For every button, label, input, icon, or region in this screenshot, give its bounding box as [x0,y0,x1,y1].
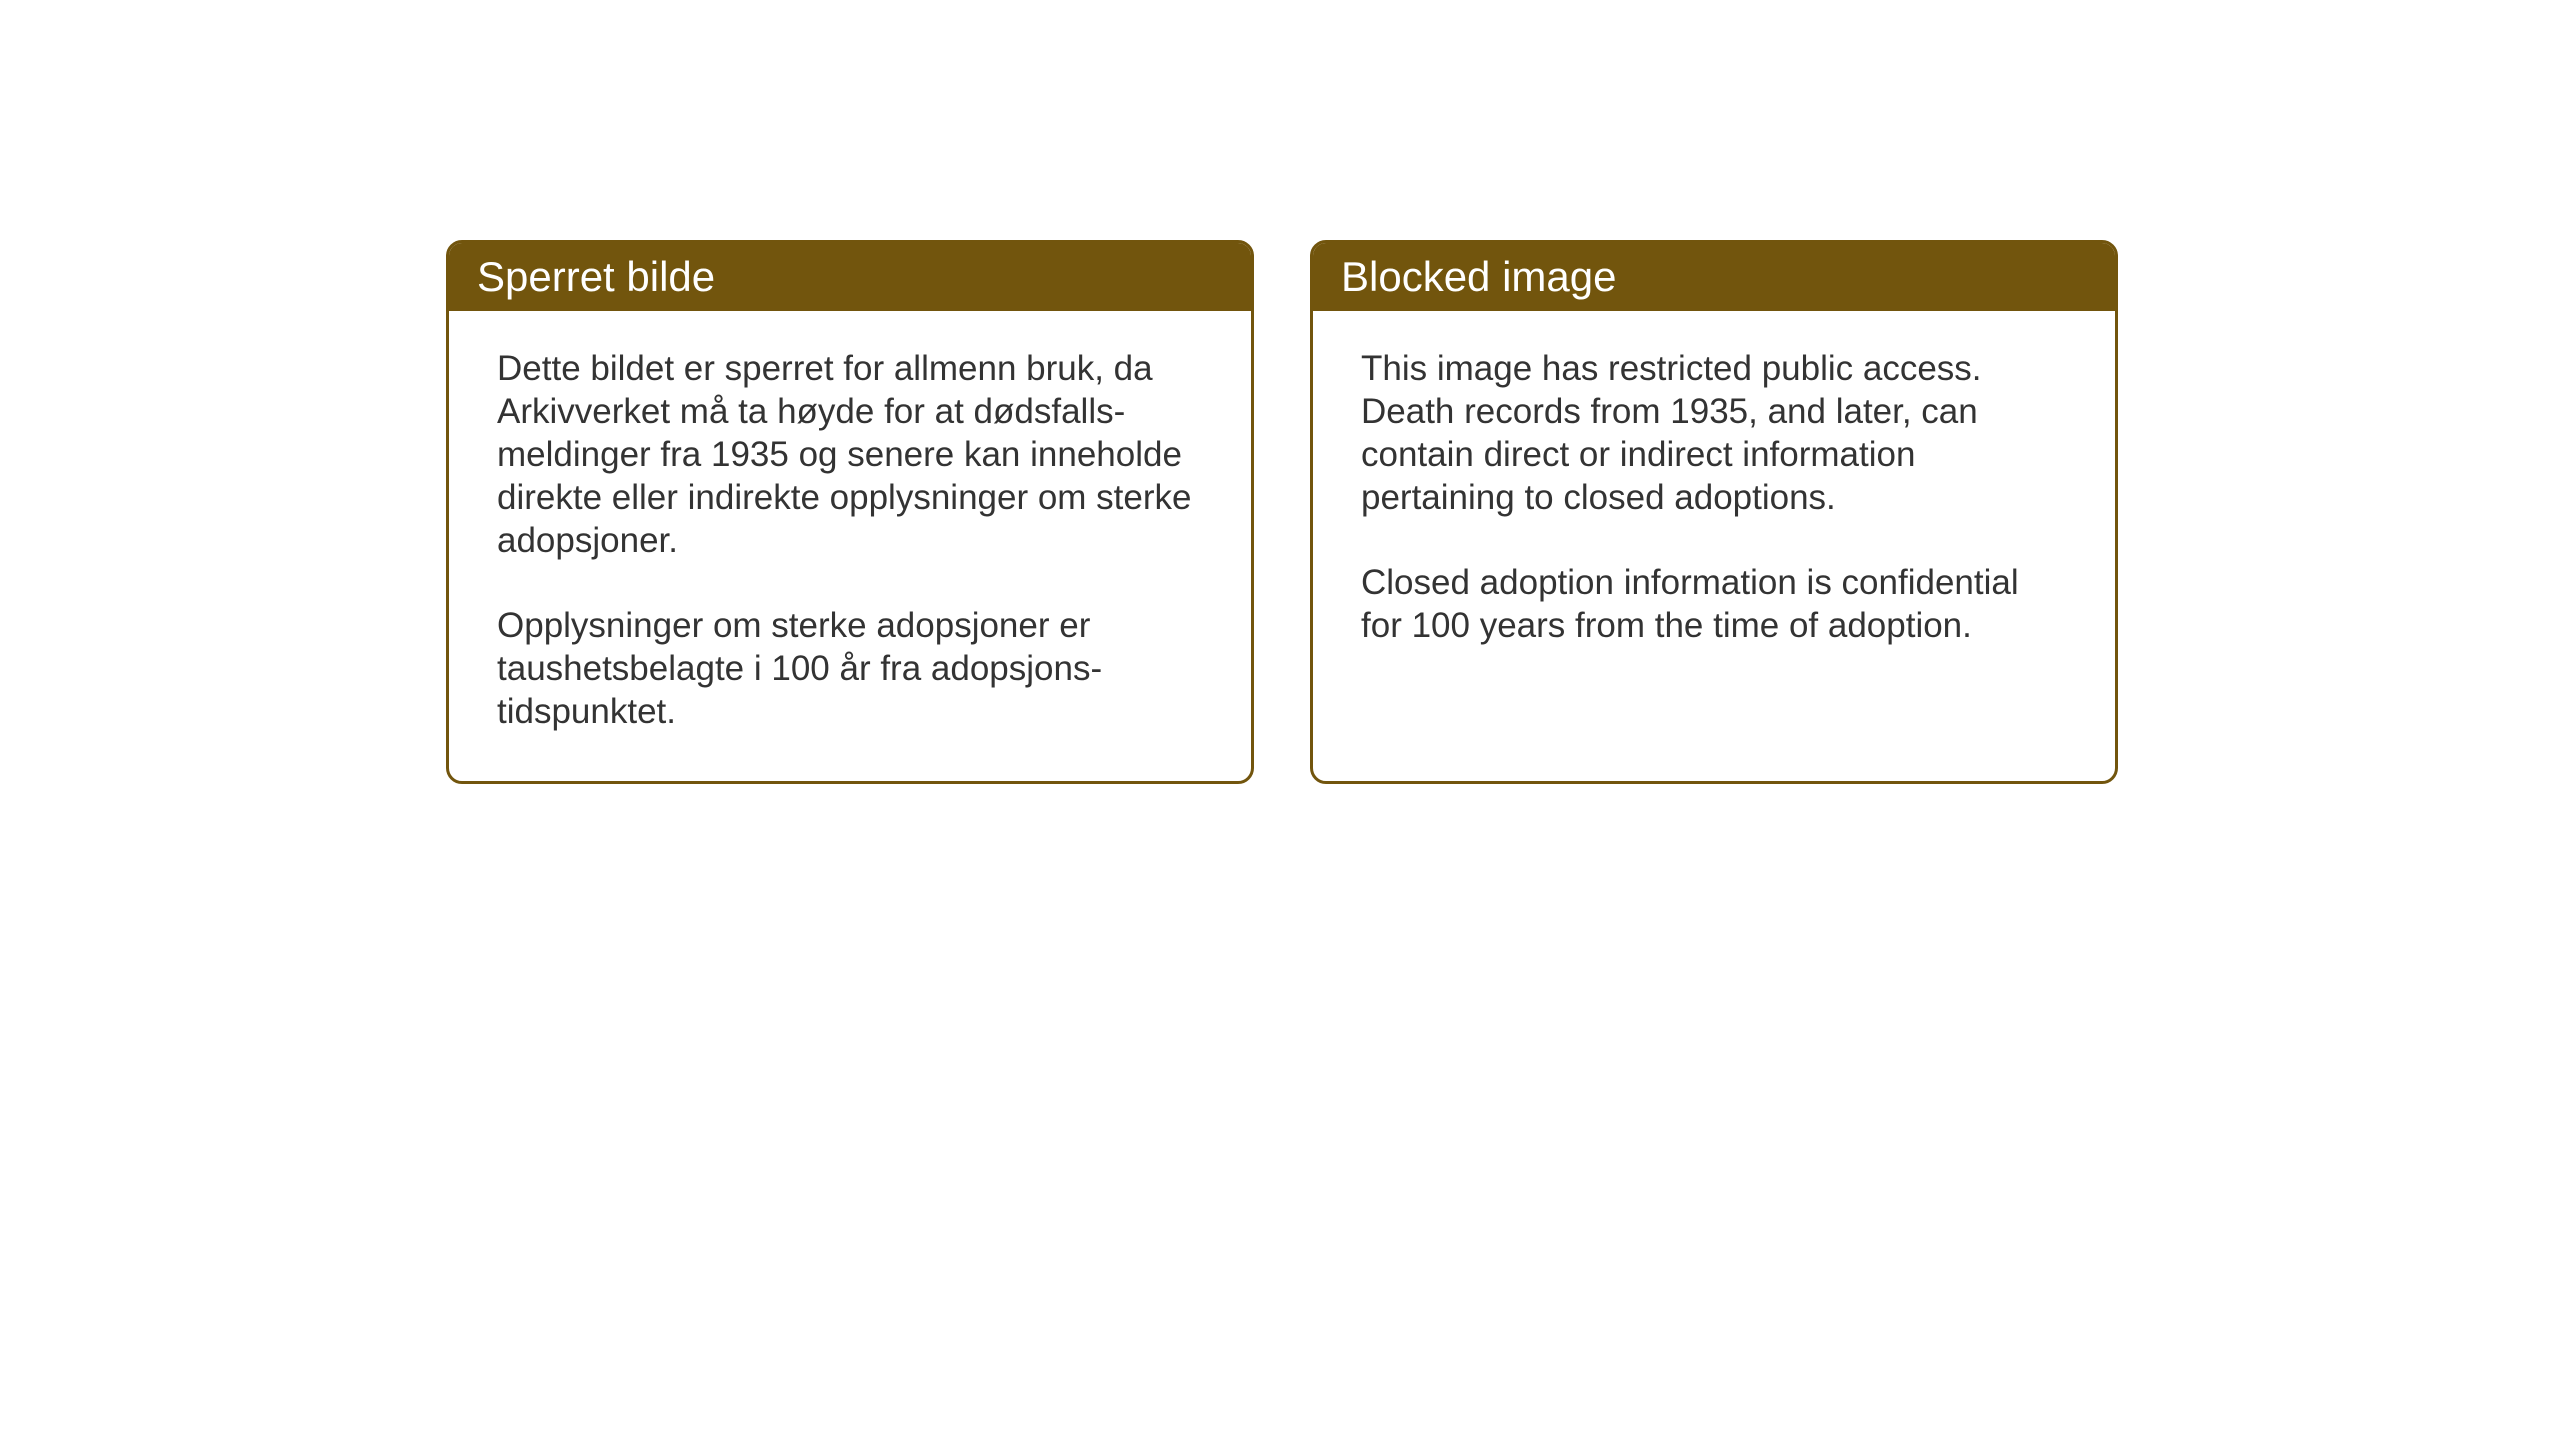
notice-card-norwegian: Sperret bilde Dette bildet er sperret fo… [446,240,1254,784]
card-title-english: Blocked image [1341,253,1616,300]
card-title-norwegian: Sperret bilde [477,253,715,300]
card-header-english: Blocked image [1313,243,2115,311]
card-paragraph-norwegian-2: Opplysninger om sterke adopsjoner er tau… [497,604,1203,733]
card-header-norwegian: Sperret bilde [449,243,1251,311]
notice-card-english: Blocked image This image has restricted … [1310,240,2118,784]
card-paragraph-english-1: This image has restricted public access.… [1361,347,2067,519]
card-paragraph-norwegian-1: Dette bildet er sperret for allmenn bruk… [497,347,1203,562]
card-body-english: This image has restricted public access.… [1313,311,2115,731]
card-paragraph-english-2: Closed adoption information is confident… [1361,561,2067,647]
card-body-norwegian: Dette bildet er sperret for allmenn bruk… [449,311,1251,781]
notice-container: Sperret bilde Dette bildet er sperret fo… [446,240,2118,784]
